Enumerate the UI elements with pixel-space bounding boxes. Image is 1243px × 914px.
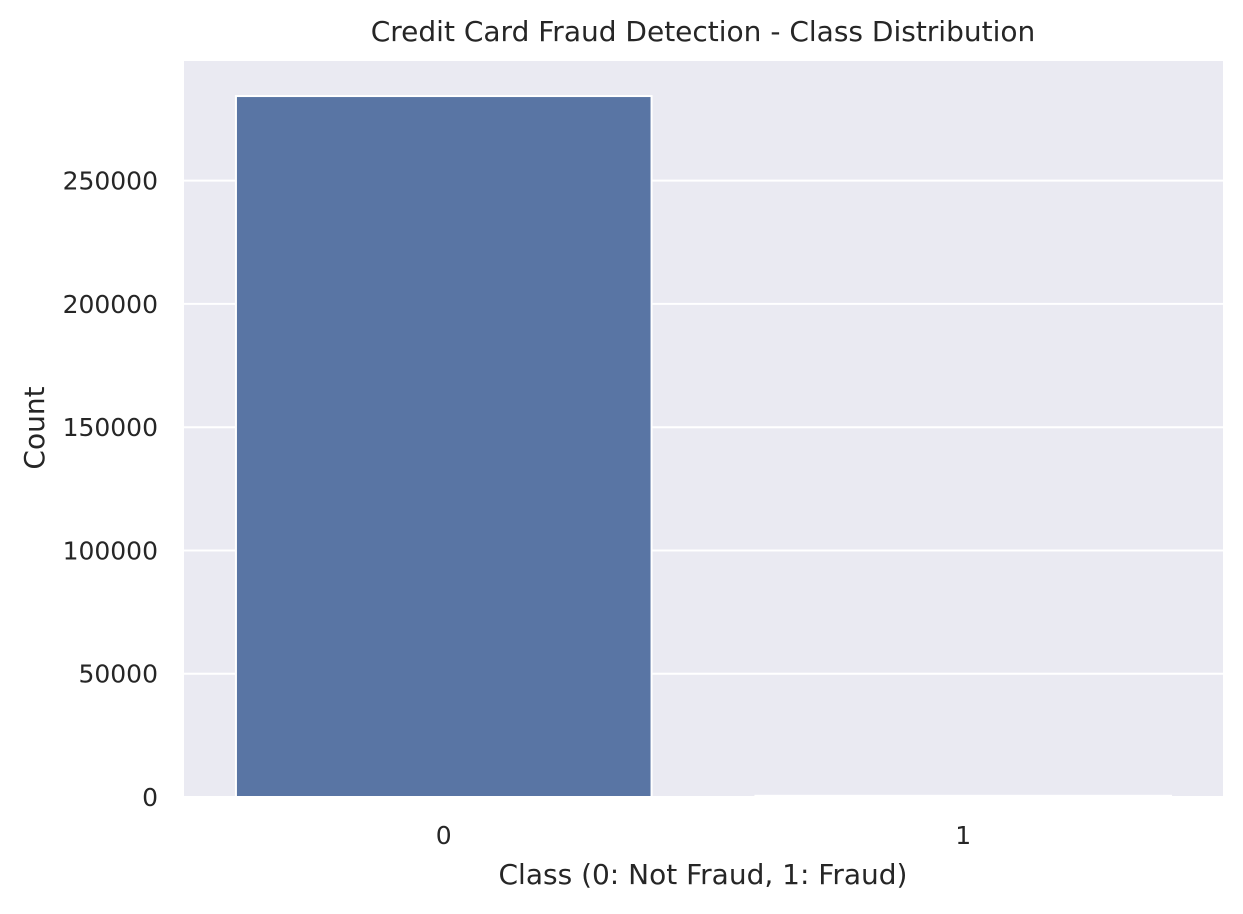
- x-tick-label: 1: [955, 821, 971, 850]
- x-tick-label: 0: [436, 821, 452, 850]
- y-tick-label: 250000: [63, 167, 158, 196]
- y-tick-label: 150000: [63, 413, 158, 442]
- y-tick-label: 100000: [63, 536, 158, 565]
- x-axis-label: Class (0: Not Fraud, 1: Fraud): [499, 858, 908, 891]
- bar-class-0: [234, 95, 653, 798]
- y-tick-labels: 0 50000 100000 150000 200000 250000: [63, 167, 158, 812]
- y-tick-label: 50000: [78, 660, 158, 689]
- y-tick-label: 200000: [63, 290, 158, 319]
- y-tick-label: 0: [142, 783, 158, 812]
- chart-title: Credit Card Fraud Detection - Class Dist…: [371, 15, 1036, 48]
- y-axis-label: Count: [18, 386, 51, 469]
- bar-class-1: [754, 794, 1173, 799]
- bars: [234, 95, 1173, 799]
